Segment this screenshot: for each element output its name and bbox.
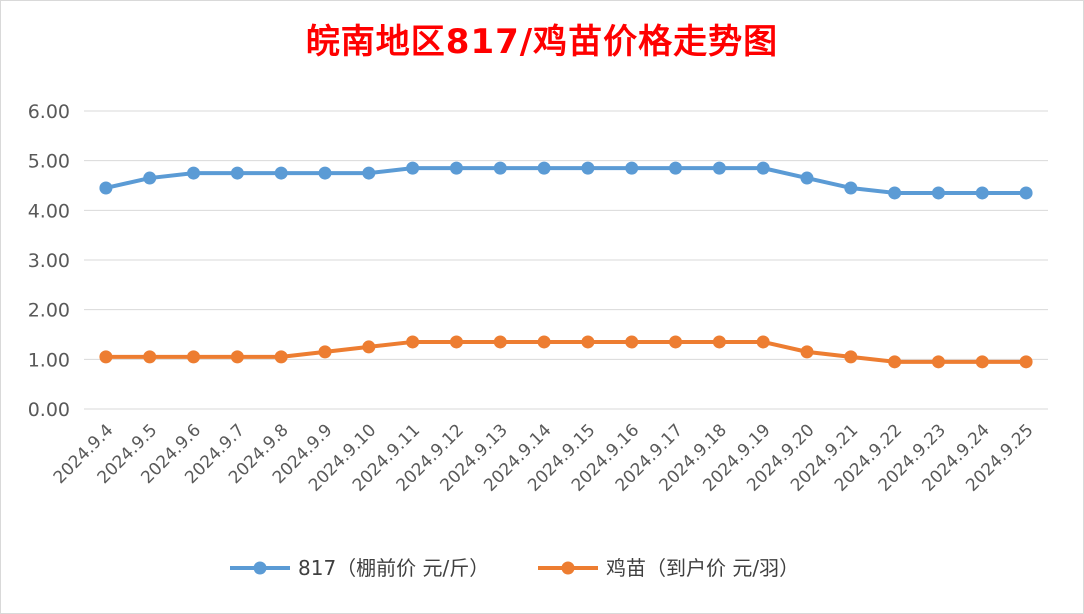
data-point: [669, 161, 683, 175]
data-point: [230, 166, 244, 180]
data-point: [318, 166, 332, 180]
series-line-1: [103, 339, 1029, 364]
data-point: [493, 161, 507, 175]
data-point: [1019, 186, 1033, 200]
data-point: [99, 350, 113, 364]
y-tick-label: 6.00: [28, 101, 70, 123]
data-point: [712, 161, 726, 175]
data-point: [669, 335, 683, 349]
data-point: [844, 181, 858, 195]
data-point: [844, 350, 858, 364]
y-tick-label: 5.00: [28, 151, 70, 173]
data-point: [362, 166, 376, 180]
chart-title: 皖南地区817/鸡苗价格走势图: [305, 22, 779, 62]
data-point: [931, 186, 945, 200]
data-point: [362, 340, 376, 354]
y-tick-label: 4.00: [28, 200, 70, 222]
data-point: [888, 355, 902, 369]
data-point: [712, 335, 726, 349]
legend-marker: [561, 561, 575, 575]
data-point: [756, 161, 770, 175]
data-point: [493, 335, 507, 349]
data-point: [625, 161, 639, 175]
data-point: [888, 186, 902, 200]
data-point: [449, 335, 463, 349]
data-point: [537, 335, 551, 349]
data-point: [143, 350, 157, 364]
data-point: [975, 186, 989, 200]
data-point: [274, 350, 288, 364]
data-point: [625, 335, 639, 349]
y-tick-label: 1.00: [28, 349, 70, 371]
legend-label: 817（棚前价 元/斤）: [298, 556, 489, 580]
data-point: [187, 350, 201, 364]
y-tick-label: 0.00: [28, 399, 70, 421]
data-point: [99, 181, 113, 195]
data-point: [230, 350, 244, 364]
data-point: [143, 171, 157, 185]
data-point: [406, 161, 420, 175]
data-point: [1019, 355, 1033, 369]
y-tick-label: 3.00: [28, 250, 70, 272]
data-point: [406, 335, 420, 349]
data-point: [187, 166, 201, 180]
y-tick-label: 2.00: [28, 300, 70, 322]
data-point: [756, 335, 770, 349]
data-point: [318, 345, 332, 359]
data-point: [537, 161, 551, 175]
data-point: [581, 335, 595, 349]
data-point: [581, 161, 595, 175]
legend-label: 鸡苗（到户价 元/羽）: [606, 556, 799, 580]
data-point: [449, 161, 463, 175]
series-line-0: [103, 166, 1029, 195]
data-point: [931, 355, 945, 369]
data-point: [800, 171, 814, 185]
legend-marker: [253, 561, 267, 575]
data-point: [274, 166, 288, 180]
data-point: [975, 355, 989, 369]
data-point: [800, 345, 814, 359]
